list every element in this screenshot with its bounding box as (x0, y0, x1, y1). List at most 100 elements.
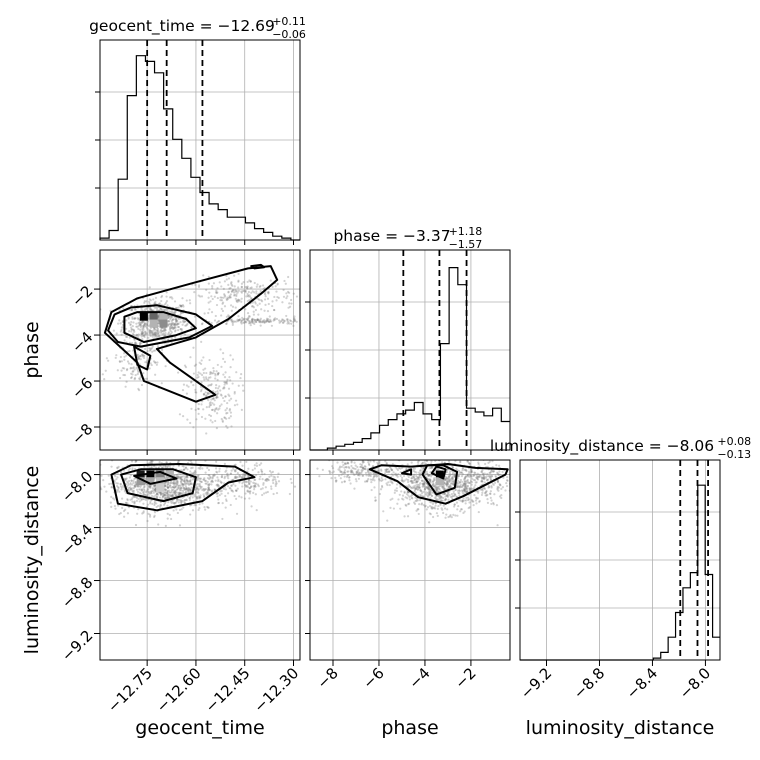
sample-point (481, 491, 484, 494)
sample-point (216, 393, 219, 396)
sample-point (233, 320, 236, 323)
sample-point (461, 489, 464, 492)
x-tick-label: −2 (451, 664, 479, 692)
sample-point (268, 320, 271, 323)
sample-point (117, 486, 120, 490)
sample-point (233, 294, 236, 297)
sample-point (194, 493, 197, 496)
sample-point (372, 475, 375, 479)
sample-point (460, 475, 464, 478)
sample-point (123, 339, 126, 342)
sample-point (169, 317, 173, 320)
sample-point (454, 455, 456, 457)
sample-point (355, 471, 358, 474)
sample-point (216, 476, 219, 479)
sample-point (353, 487, 356, 490)
sample-point (449, 484, 452, 487)
sample-point (129, 488, 132, 491)
sample-point (203, 488, 206, 491)
histogram-luminosity_distance (520, 484, 720, 661)
sample-point (248, 486, 252, 490)
sample-point (137, 324, 141, 327)
sample-point (480, 480, 483, 483)
sample-point (482, 487, 485, 490)
sample-point (434, 488, 437, 491)
sample-point (446, 481, 449, 485)
sample-point (405, 493, 409, 496)
sample-point (113, 504, 117, 508)
sample-point (183, 486, 186, 490)
sample-point (448, 485, 451, 489)
sample-point (135, 488, 139, 491)
sample-point (127, 483, 130, 486)
sample-point (141, 331, 144, 334)
sample-point (457, 485, 460, 488)
sample-point (144, 332, 147, 335)
sample-point (170, 481, 173, 484)
sample-point (214, 314, 217, 318)
title-upper: +0.08 (717, 435, 751, 448)
sample-point (265, 319, 268, 322)
sample-point (121, 497, 124, 500)
sample-point (131, 324, 134, 328)
sample-point (177, 498, 181, 502)
sample-point (144, 498, 147, 501)
contour-line (107, 304, 214, 348)
density-cell (136, 477, 145, 486)
sample-point (206, 476, 209, 480)
sample-point (442, 485, 445, 488)
sample-point (241, 476, 244, 479)
sample-point (179, 336, 183, 339)
sample-point (415, 480, 418, 483)
sample-point (249, 324, 252, 327)
sample-point (428, 493, 431, 496)
sample-point (140, 489, 144, 492)
sample-point (147, 487, 150, 491)
sample-point (446, 494, 449, 497)
sample-point (463, 455, 465, 457)
sample-point (284, 282, 287, 285)
sample-point (189, 489, 192, 492)
sample-point (137, 333, 140, 336)
sample-point (133, 317, 136, 320)
sample-point (253, 318, 257, 322)
sample-point (466, 474, 469, 477)
sample-point (237, 300, 240, 303)
sample-point (126, 368, 129, 371)
contour-line (110, 463, 256, 512)
sample-point (223, 475, 227, 478)
sample-point (207, 488, 210, 491)
sample-point (462, 488, 466, 491)
sample-point (374, 474, 377, 477)
sample-point (223, 375, 227, 379)
sample-point (187, 486, 190, 490)
sample-point (443, 486, 446, 489)
sample-point (399, 507, 402, 510)
sample-point (261, 321, 264, 324)
sample-point (188, 504, 192, 507)
sample-point (167, 331, 171, 334)
sample-point (465, 469, 468, 472)
sample-point (159, 493, 163, 496)
sample-point (230, 281, 233, 284)
sample-point (228, 296, 231, 299)
density-cell (435, 470, 444, 479)
sample-point (197, 495, 200, 498)
sample-point (337, 468, 340, 471)
sample-point (136, 334, 139, 337)
sample-point (228, 399, 231, 402)
sample-point (376, 474, 379, 477)
sample-point (342, 471, 346, 474)
contour-line (250, 263, 266, 270)
sample-point (211, 397, 215, 400)
sample-point (439, 496, 442, 499)
sample-point (488, 471, 491, 475)
sample-point (352, 473, 355, 476)
sample-point (431, 480, 434, 483)
sample-point (251, 301, 254, 304)
sample-point (137, 377, 141, 380)
sample-point (176, 480, 179, 484)
sample-point (143, 322, 146, 326)
sample-point (171, 493, 174, 496)
sample-point (185, 487, 188, 490)
